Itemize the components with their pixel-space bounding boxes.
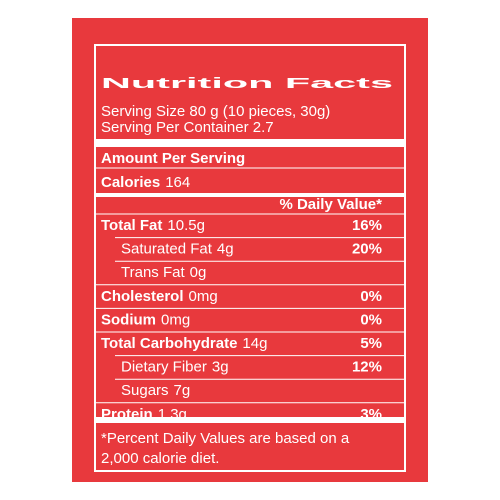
nutrient-amount: 14g <box>242 335 267 352</box>
nutrient-row: Saturated Fat 4g <box>121 241 234 258</box>
nutrient-row: Sugars 7g <box>121 382 190 399</box>
footnote-line: 2,000 calorie diet. <box>101 450 219 467</box>
calories-amount: 164 <box>165 174 190 191</box>
background <box>72 18 428 482</box>
amount-per-serving: Amount Per Serving <box>101 150 245 167</box>
nutrient-row: Total Carbohydrate 14g <box>101 335 267 352</box>
nutrient-amount: 0mg <box>189 288 218 305</box>
nutrient-amount: 0mg <box>161 311 190 328</box>
nutrient-label: Sodium <box>101 311 156 328</box>
nutrient-amount: 1.3g <box>158 406 187 423</box>
nutrient-label: Cholesterol <box>101 288 184 305</box>
footnote-line: *Percent Daily Values are based on a <box>101 430 350 447</box>
daily-value-header: % Daily Value* <box>279 196 382 213</box>
nutrient-label: Sugars <box>121 382 169 399</box>
nutrient-amount: 7g <box>174 382 191 399</box>
frame <box>94 44 406 472</box>
nutrient-label: Saturated Fat <box>121 241 213 258</box>
servings: Serving Per Container 2.7 <box>101 119 274 136</box>
daily-value: 0% <box>360 311 382 328</box>
nutrient-row: Protein 1.3g <box>101 406 187 423</box>
nutrient-row: Trans Fat 0g <box>121 264 206 281</box>
daily-value: 5% <box>360 335 382 352</box>
daily-value: 3% <box>360 406 382 423</box>
daily-value: 12% <box>352 359 382 376</box>
nutrient-amount: 10.5g <box>167 217 205 234</box>
nutrient-label: Total Carbohydrate <box>101 335 237 352</box>
nutrient-label: Trans Fat <box>121 264 185 281</box>
calories-label: Calories <box>101 174 160 191</box>
nutrient-amount: 0g <box>190 264 207 281</box>
nutrient-row: Total Fat 10.5g <box>101 217 205 234</box>
daily-value: 0% <box>360 288 382 305</box>
nutrient-label: Total Fat <box>101 217 162 234</box>
nutrient-amount: 4g <box>217 241 234 258</box>
calories: Calories 164 <box>101 174 190 191</box>
daily-value: 20% <box>352 241 382 258</box>
title: Nutrition Facts <box>101 75 393 92</box>
nutrient-label: Protein <box>101 406 153 423</box>
nutrient-row: Sodium 0mg <box>101 311 190 328</box>
serving-size: Serving Size 80 g (10 pieces, 30g) <box>101 103 330 120</box>
nutrient-row: Cholesterol 0mg <box>101 288 218 305</box>
daily-value: 16% <box>352 217 382 234</box>
nutrient-amount: 3g <box>212 359 229 376</box>
nutrient-row: Dietary Fiber 3g <box>121 359 229 376</box>
nutrient-label: Dietary Fiber <box>121 359 207 376</box>
